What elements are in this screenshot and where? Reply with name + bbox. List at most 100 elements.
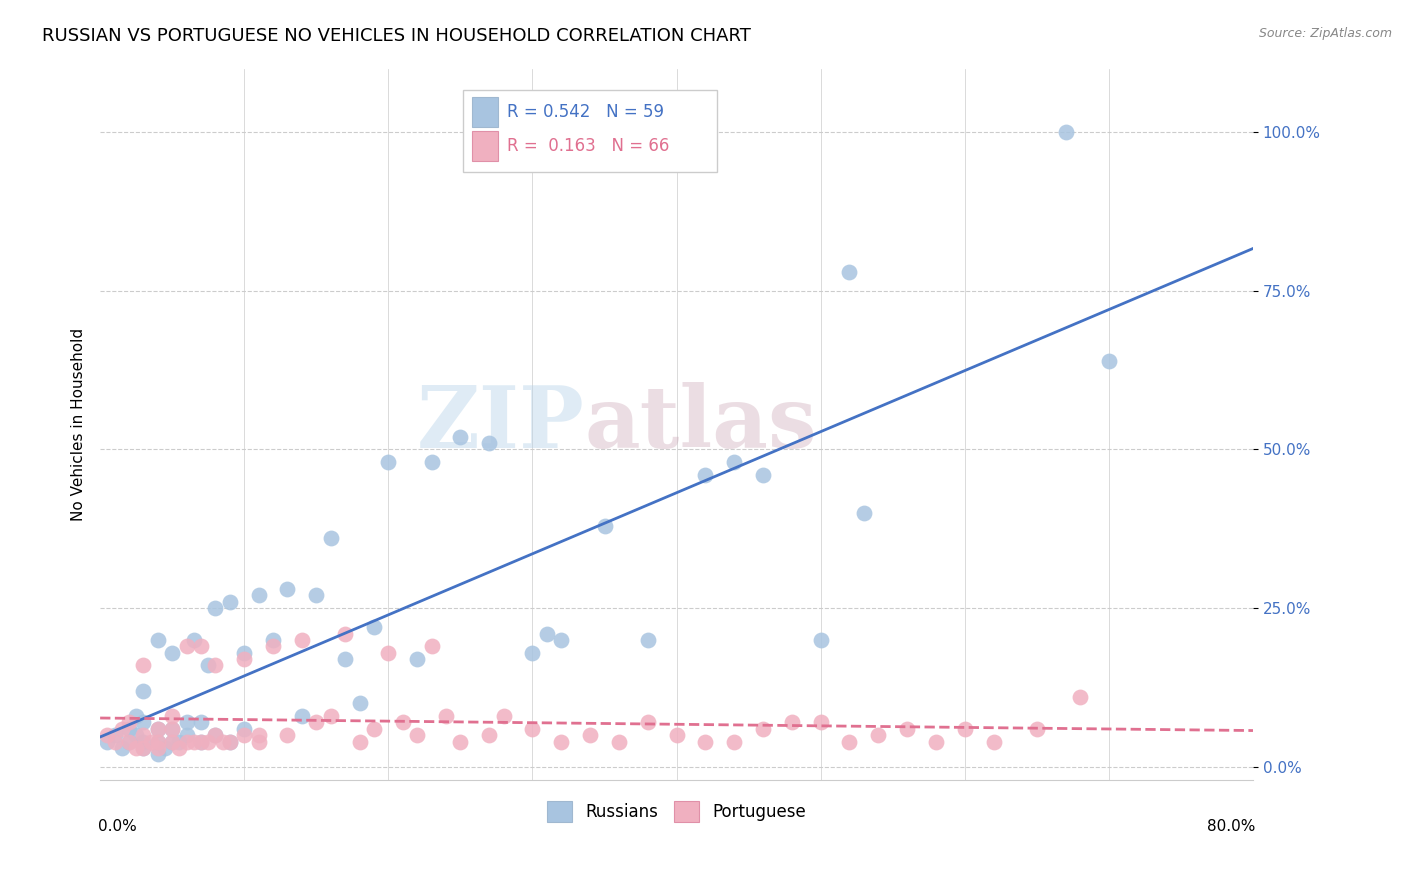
Point <box>522 722 544 736</box>
Point <box>132 740 155 755</box>
Point <box>146 722 169 736</box>
Point <box>160 709 183 723</box>
Point <box>838 734 860 748</box>
Point <box>319 532 342 546</box>
Point <box>349 697 371 711</box>
Point <box>291 709 314 723</box>
Point <box>752 467 775 482</box>
Point <box>125 709 148 723</box>
Text: 80.0%: 80.0% <box>1206 819 1256 834</box>
Bar <box>472 131 498 161</box>
Point <box>160 722 183 736</box>
Point <box>132 658 155 673</box>
Point <box>218 595 240 609</box>
Point <box>377 646 399 660</box>
Point <box>391 715 413 730</box>
Point <box>204 658 226 673</box>
Point <box>233 646 256 660</box>
Point <box>550 632 572 647</box>
Point <box>160 734 183 748</box>
Point <box>103 728 125 742</box>
Point <box>176 715 198 730</box>
Point <box>153 740 176 755</box>
Point <box>550 734 572 748</box>
Point <box>132 728 155 742</box>
Point <box>723 455 745 469</box>
Text: R = 0.542   N = 59: R = 0.542 N = 59 <box>508 103 664 121</box>
Point <box>536 626 558 640</box>
Point <box>363 620 385 634</box>
Point <box>176 640 198 654</box>
Point <box>176 734 198 748</box>
Point <box>118 715 141 730</box>
Point <box>363 722 385 736</box>
Point <box>146 747 169 762</box>
Point <box>434 709 457 723</box>
Point <box>420 640 443 654</box>
Point <box>752 722 775 736</box>
Point <box>132 683 155 698</box>
Point <box>810 632 832 647</box>
Point <box>810 715 832 730</box>
Point <box>852 506 875 520</box>
Point <box>169 734 191 748</box>
Point <box>449 430 471 444</box>
Point <box>204 728 226 742</box>
Point <box>146 734 169 748</box>
Text: atlas: atlas <box>585 382 817 467</box>
Point <box>218 734 240 748</box>
Point <box>607 734 630 748</box>
Point <box>1054 125 1077 139</box>
Point <box>349 734 371 748</box>
Point <box>262 640 284 654</box>
Point <box>160 646 183 660</box>
Point <box>190 734 212 748</box>
Point <box>247 728 270 742</box>
Point <box>190 715 212 730</box>
Point <box>925 734 948 748</box>
Point <box>118 734 141 748</box>
Point <box>1098 353 1121 368</box>
Point <box>406 652 429 666</box>
Point <box>637 715 659 730</box>
Point <box>169 740 191 755</box>
Point <box>118 722 141 736</box>
Point <box>305 589 328 603</box>
Point <box>146 632 169 647</box>
Point <box>218 734 240 748</box>
Point <box>1069 690 1091 704</box>
Point <box>406 728 429 742</box>
Point <box>190 640 212 654</box>
Point <box>1025 722 1047 736</box>
Point <box>492 709 515 723</box>
Point <box>204 601 226 615</box>
Point <box>111 740 134 755</box>
Point <box>953 722 976 736</box>
Point <box>868 728 890 742</box>
Point <box>579 728 602 742</box>
Point <box>197 658 219 673</box>
Point <box>780 715 803 730</box>
Point <box>333 626 356 640</box>
Point <box>132 734 155 748</box>
Point <box>233 652 256 666</box>
Point <box>176 728 198 742</box>
Point <box>139 734 162 748</box>
Point <box>247 589 270 603</box>
Y-axis label: No Vehicles in Household: No Vehicles in Household <box>72 327 86 521</box>
Point <box>637 632 659 647</box>
Point <box>449 734 471 748</box>
Text: RUSSIAN VS PORTUGUESE NO VEHICLES IN HOUSEHOLD CORRELATION CHART: RUSSIAN VS PORTUGUESE NO VEHICLES IN HOU… <box>42 27 751 45</box>
Point <box>723 734 745 748</box>
Point <box>96 728 118 742</box>
Text: ZIP: ZIP <box>416 382 585 467</box>
Text: R =  0.163   N = 66: R = 0.163 N = 66 <box>508 137 669 155</box>
Point <box>262 632 284 647</box>
Point <box>146 722 169 736</box>
Point <box>132 715 155 730</box>
Point <box>665 728 688 742</box>
Point <box>291 632 314 647</box>
Point <box>160 734 183 748</box>
Point <box>146 734 169 748</box>
Point <box>420 455 443 469</box>
